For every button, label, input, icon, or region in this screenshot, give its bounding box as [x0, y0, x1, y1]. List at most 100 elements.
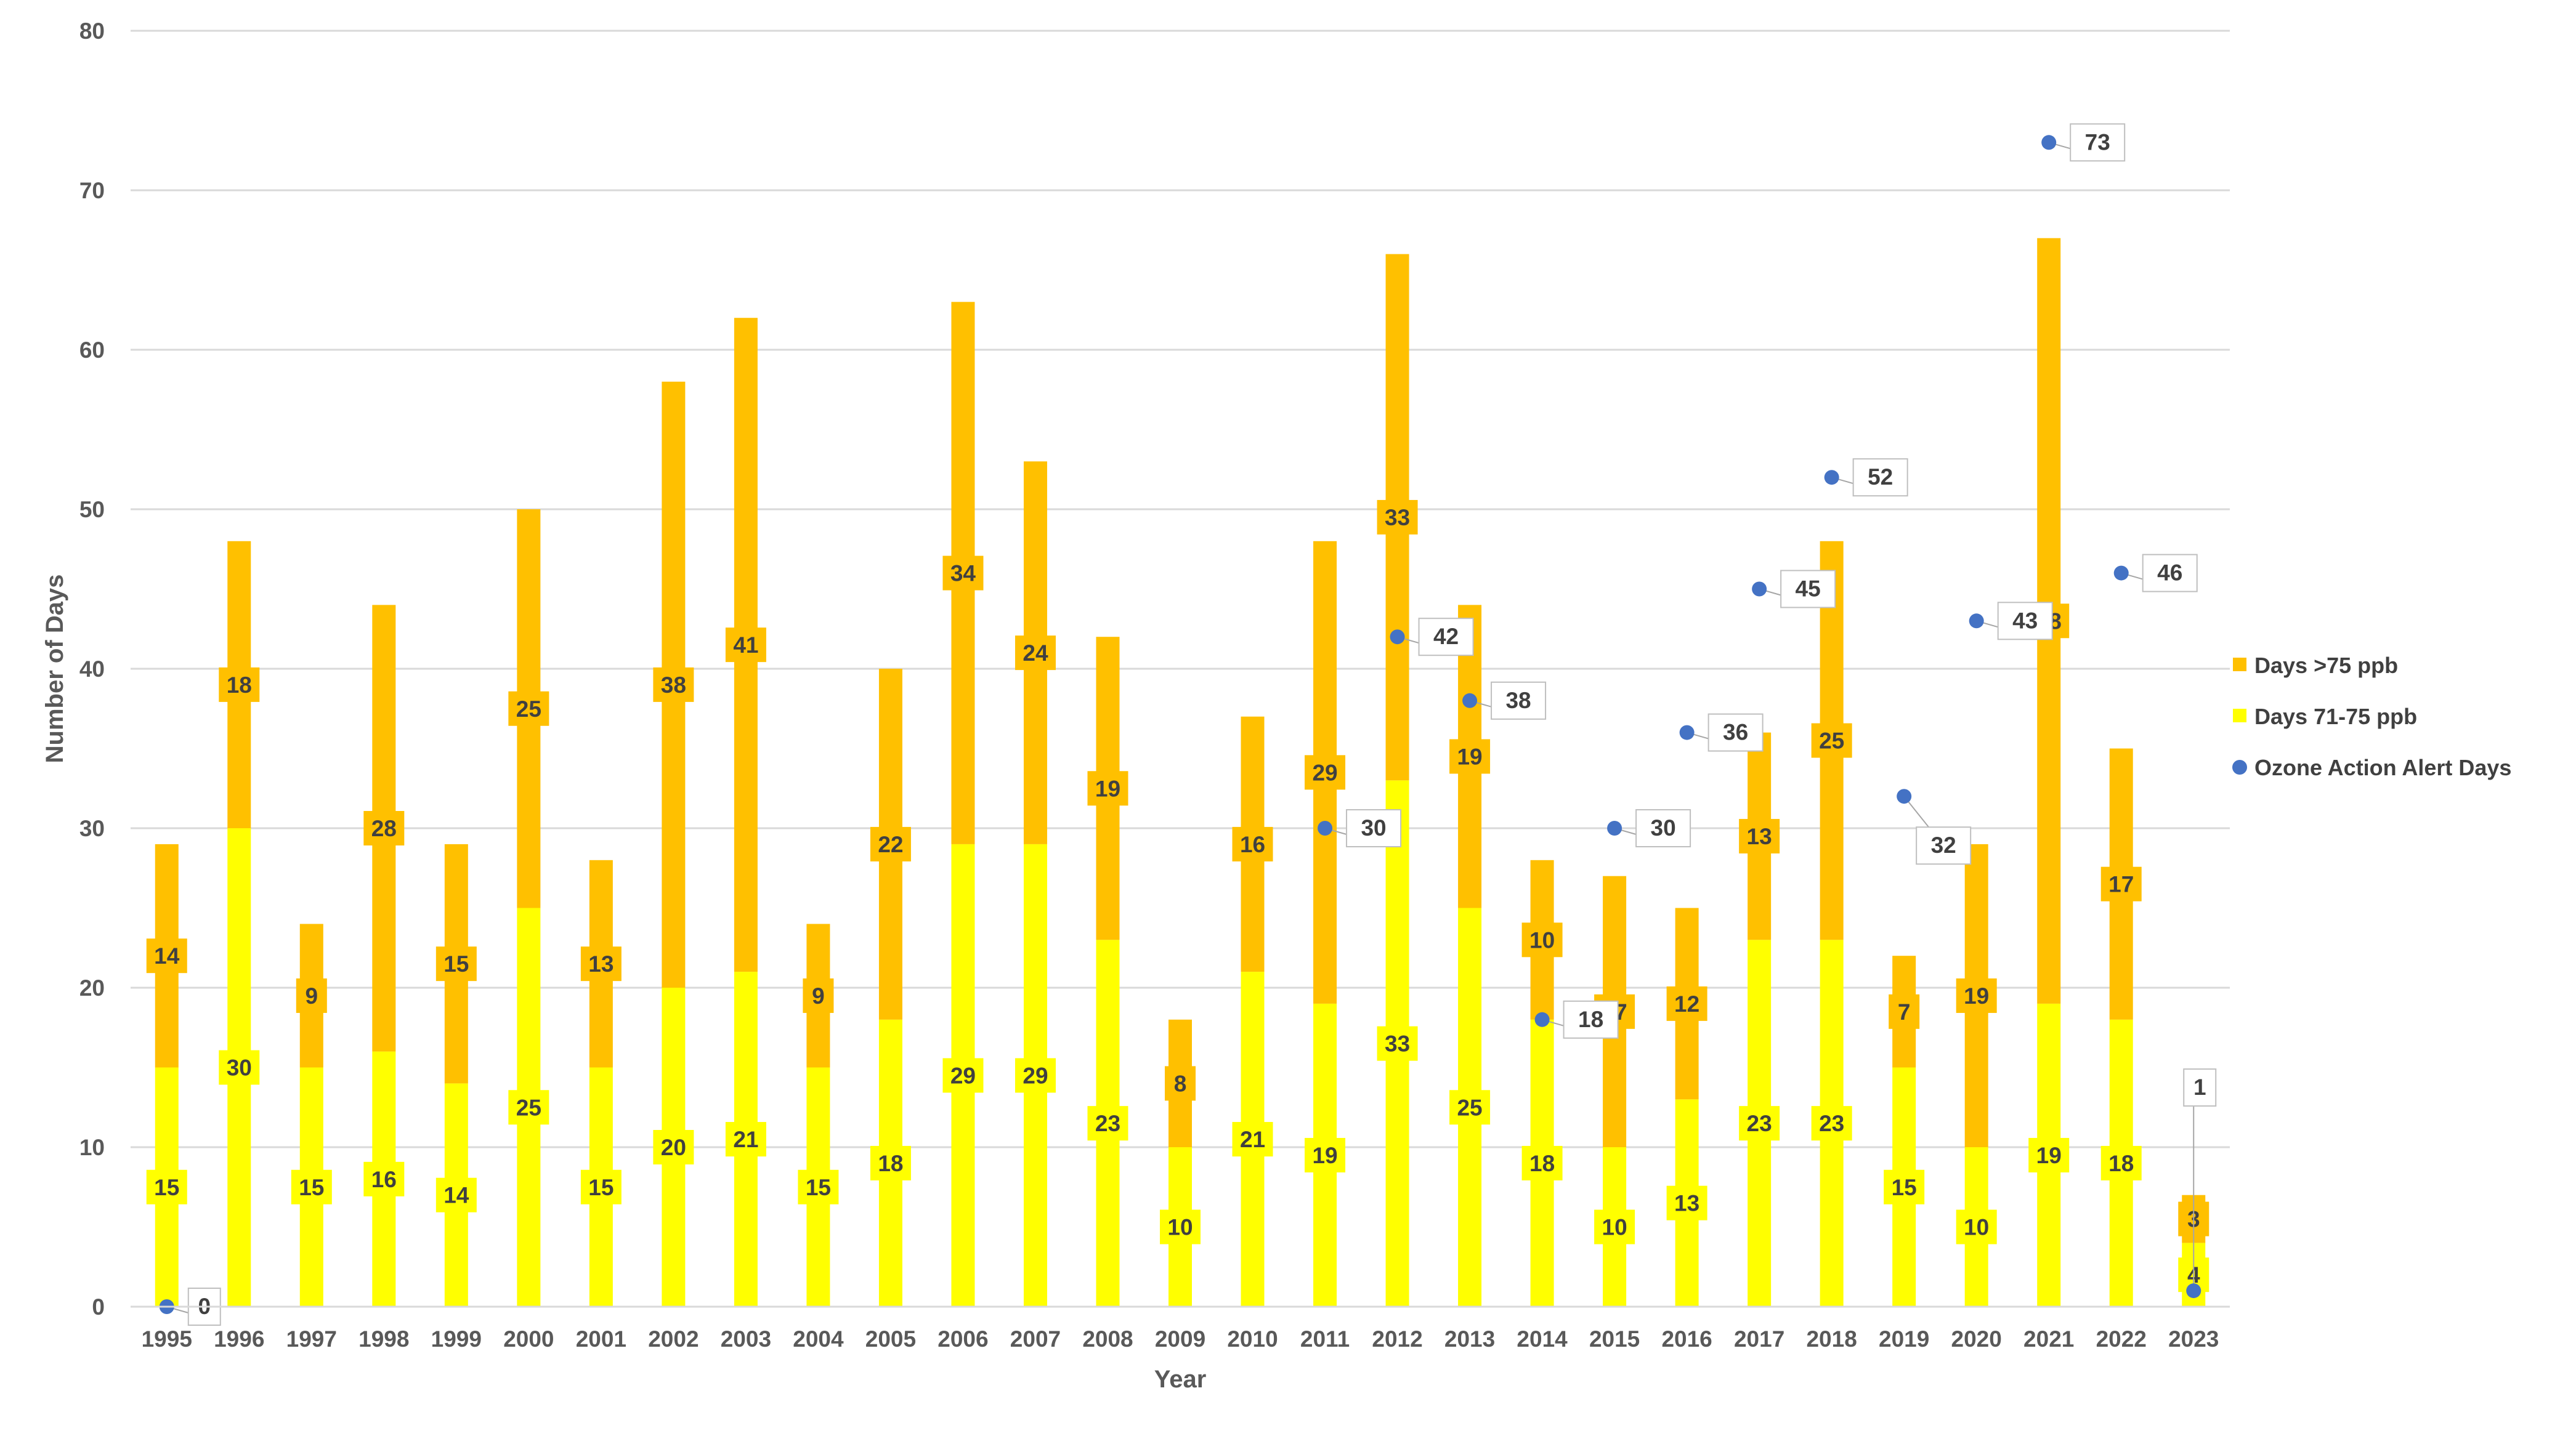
label-over-75-ppb: 17 — [2108, 872, 2134, 897]
label-71-75-ppb: 33 — [1385, 1031, 1410, 1057]
legend-label: Ozone Action Alert Days — [2254, 755, 2511, 780]
alert-day-point — [1897, 789, 1912, 804]
label-over-75-ppb-box — [653, 667, 694, 702]
label-over-75-ppb: 13 — [1747, 824, 1772, 849]
callout-box — [2070, 123, 2126, 162]
label-over-75-ppb-box — [435, 946, 477, 982]
legend-item: Days >75 ppb — [2233, 653, 2398, 678]
y-tick-label: 50 — [79, 497, 105, 522]
label-71-75-ppb: 10 — [1167, 1215, 1193, 1240]
label-71-75-ppb: 20 — [661, 1135, 686, 1160]
label-71-75-ppb: 23 — [1819, 1111, 1844, 1136]
callout-box — [2183, 1068, 2217, 1107]
bars — [155, 238, 2206, 1307]
label-71-75-ppb-box — [653, 1130, 694, 1164]
alert-day-label: 45 — [1796, 576, 1821, 602]
callout-box — [2142, 554, 2198, 592]
label-over-75-ppb-box — [1889, 994, 1920, 1029]
label-71-75-ppb-box — [1594, 1209, 1635, 1244]
callout-box — [1563, 1000, 1619, 1039]
legend: Days >75 ppb Days 71-75 ppb Ozone Action A… — [2232, 653, 2511, 780]
x-tick-label: 2011 — [1300, 1326, 1350, 1352]
x-tick-label: 2018 — [1806, 1326, 1857, 1352]
label-over-75-ppb-box — [1739, 818, 1780, 853]
label-71-75-ppb-box — [1884, 1169, 1925, 1204]
alert-day-label: 38 — [1505, 688, 1531, 713]
alert-day-point — [1462, 693, 1478, 708]
label-71-75-ppb: 16 — [371, 1167, 397, 1192]
label-over-75-ppb-box — [146, 938, 187, 974]
x-axis-title: Year — [1154, 1366, 1207, 1393]
label-over-75-ppb: 25 — [516, 696, 541, 722]
alert-day-point — [1679, 725, 1695, 740]
alert-day-callout: 73 — [2048, 123, 2126, 162]
x-tick-label: 2007 — [1010, 1326, 1061, 1352]
alert-day-label: 18 — [1578, 1007, 1603, 1032]
alert-day-label: 73 — [2085, 129, 2110, 155]
x-tick-label: 2020 — [1951, 1326, 2002, 1352]
alert-day-callout: 38 — [1469, 681, 1547, 720]
label-over-75-ppb: 29 — [1312, 760, 1337, 785]
label-71-75-ppb: 25 — [516, 1095, 541, 1120]
label-71-75-ppb-box — [435, 1177, 477, 1212]
label-over-75-ppb-box — [1087, 771, 1128, 806]
x-tick-label: 2008 — [1082, 1326, 1133, 1352]
alert-day-callout: 18 — [1542, 1000, 1619, 1039]
x-tick-label: 2001 — [576, 1326, 626, 1352]
label-over-75-ppb: 18 — [227, 672, 252, 698]
label-over-75-ppb-box — [1449, 739, 1491, 774]
label-71-75-ppb-box — [2028, 1137, 2070, 1172]
label-71-75-ppb: 15 — [299, 1175, 324, 1200]
label-over-75-ppb-box — [1232, 826, 1273, 861]
alert-day-callout: 43 — [1976, 602, 2053, 640]
label-71-75-ppb: 19 — [2036, 1143, 2062, 1168]
y-tick-label: 70 — [79, 178, 105, 203]
y-tick-label: 10 — [79, 1135, 105, 1160]
label-71-75-ppb: 18 — [2108, 1151, 2134, 1176]
callout-box — [1491, 681, 1547, 720]
alert-day-callout: 36 — [1687, 713, 1764, 752]
label-71-75-ppb: 15 — [588, 1175, 614, 1200]
x-tick-label: 2013 — [1444, 1326, 1495, 1352]
label-over-75-ppb-box — [942, 555, 984, 591]
label-71-75-ppb-box — [580, 1169, 622, 1204]
x-tick-label: 2021 — [2023, 1326, 2074, 1352]
x-tick-label: 2003 — [721, 1326, 771, 1352]
label-over-75-ppb: 10 — [1529, 927, 1555, 953]
label-over-75-ppb-box — [580, 946, 622, 982]
label-over-75-ppb-box — [1015, 635, 1056, 671]
alert-day-callout: 1 — [2183, 1068, 2217, 1291]
label-71-75-ppb: 29 — [1023, 1063, 1048, 1088]
label-71-75-ppb: 23 — [1095, 1111, 1120, 1136]
legend-label: Days >75 ppb — [2254, 653, 2398, 678]
label-over-75-ppb: 9 — [812, 983, 825, 1009]
alert-day-point — [1607, 821, 1622, 836]
x-tick-label: 2023 — [2168, 1326, 2219, 1352]
label-over-75-ppb: 38 — [661, 672, 686, 698]
x-tick-label: 1998 — [358, 1326, 409, 1352]
label-over-75-ppb: 7 — [1898, 999, 1911, 1025]
label-71-75-ppb-box — [219, 1050, 260, 1085]
y-tick-label: 20 — [79, 975, 105, 1001]
callout-box — [1997, 602, 2053, 640]
label-over-75-ppb: 13 — [588, 951, 614, 977]
label-over-75-ppb: 22 — [878, 832, 903, 857]
label-71-75-ppb-box — [725, 1122, 766, 1157]
label-71-75-ppb-box — [870, 1145, 911, 1180]
label-71-75-ppb-box — [2100, 1145, 2142, 1180]
label-over-75-ppb-box — [1165, 1066, 1196, 1101]
x-tick-label: 2002 — [648, 1326, 699, 1352]
alert-day-label: 42 — [1433, 624, 1459, 649]
x-tick-label: 1999 — [431, 1326, 482, 1352]
alert-day-point — [1390, 629, 1405, 645]
label-over-75-ppb: 16 — [1240, 832, 1265, 857]
alert-day-label: 43 — [2012, 608, 2038, 633]
alert-day-point — [2041, 135, 2057, 150]
y-tick-label: 80 — [79, 18, 105, 44]
label-over-75-ppb: 25 — [1819, 728, 1844, 754]
x-tick-label: 1995 — [142, 1326, 192, 1352]
legend-marker — [2232, 760, 2247, 775]
